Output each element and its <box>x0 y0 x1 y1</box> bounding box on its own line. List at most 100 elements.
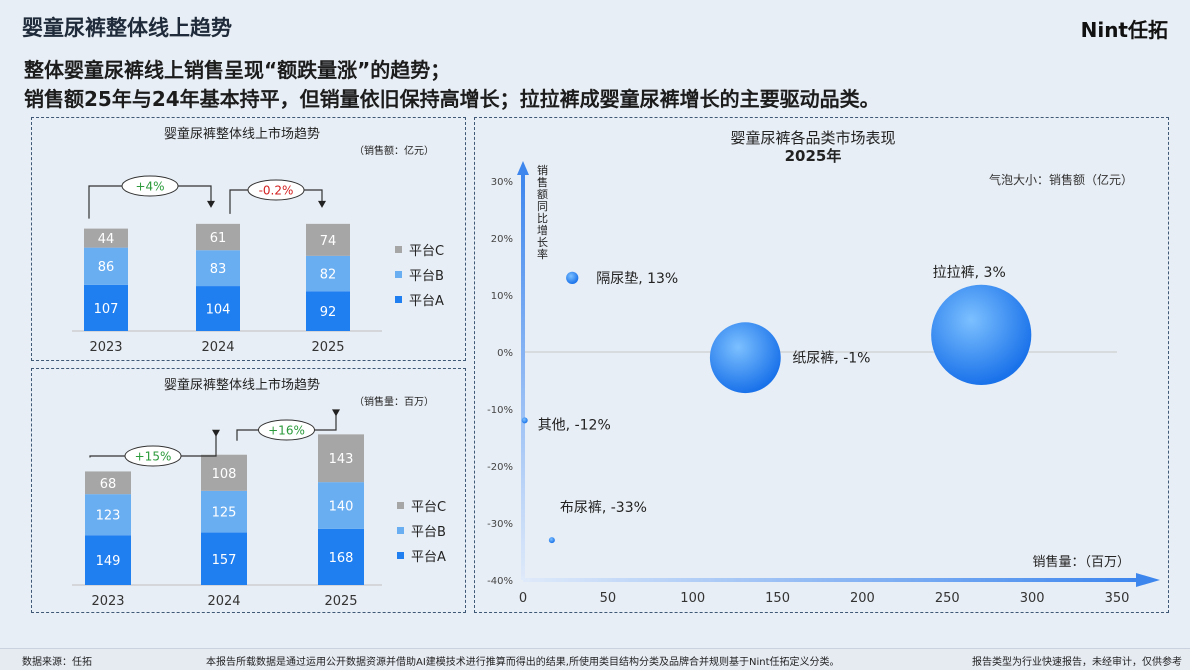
x-axis-line <box>523 578 1136 582</box>
bubble-label-3: 其他, -12% <box>538 417 611 433</box>
footer-note: 报告类型为行业快速报告，未经审计，仅供参考 <box>972 657 1182 668</box>
legend-swatch-平台C <box>395 246 402 253</box>
category-bubble-panel: 婴童尿裤各品类市场表现 2025年气泡大小：销售额（亿元） 30% 20% 10% 0% -… <box>474 117 1169 613</box>
growth-bubble-1 <box>247 179 305 201</box>
bar-segment-平台B-2025 <box>306 255 350 292</box>
legend-swatch-平台B <box>395 271 402 278</box>
bubble-size-note: 气泡大小：销售额（亿元） <box>989 172 1133 187</box>
data-label-平台A-2024: 157 <box>212 553 237 568</box>
x-tick-2023: 2023 <box>89 340 122 355</box>
legend-swatch-平台B <box>397 527 404 534</box>
y-axis-label: 销售额同比增长率 <box>537 163 548 261</box>
growth-bubble-0 <box>121 175 179 197</box>
growth-label-0: +15% <box>135 450 172 464</box>
data-label-平台C-2025: 143 <box>329 452 354 467</box>
x-tick-0: 0 <box>519 591 527 606</box>
brand-logo: Nint任拓 <box>1080 18 1168 42</box>
y-axis-arrow <box>517 161 529 175</box>
data-label-平台C-2024: 108 <box>212 467 237 482</box>
data-label-平台A-2025: 92 <box>320 305 337 320</box>
legend-label-平台B: 平台B <box>409 269 444 284</box>
sales-value-panel: 婴童尿裤整体线上市场趋势 （销售额：亿元） 107 86 44 2023 104 83 61 20… <box>31 117 466 361</box>
legend-swatch-平台A <box>397 552 404 559</box>
sales-volume-panel: 婴童尿裤整体线上市场趋势 （销售量：百万） 149 123 68 2023 157 125 10… <box>31 368 466 613</box>
x-tick-350: 350 <box>1105 591 1130 606</box>
x-tick-50: 50 <box>600 591 617 606</box>
legend-label-平台C: 平台C <box>411 500 446 515</box>
growth-bubble-1 <box>258 419 315 441</box>
bar-segment-平台A-2025 <box>318 528 364 585</box>
bubble-1 <box>709 322 781 394</box>
footer: 数据来源：任拓 本报告所载数据是通过运用公开数据资源并借助AI建模技术进行推算而… <box>0 648 1190 670</box>
bubble-label-0: 隔尿垫, 13% <box>596 271 678 287</box>
y-axis-line <box>521 173 525 580</box>
bubble-4 <box>548 537 555 544</box>
growth-label-1: +16% <box>268 424 305 438</box>
bubble-label-1: 纸尿裤, -1% <box>792 351 870 367</box>
chart-unit: （销售量：百万） <box>354 395 434 408</box>
bar-segment-平台C-2025 <box>306 223 350 256</box>
bar-segment-平台B-2024 <box>201 490 247 533</box>
x-tick-200: 200 <box>850 591 875 606</box>
y-tick--20%: -20% <box>487 462 513 473</box>
headline-line-1: 整体婴童尿裤线上销售呈现“额跌量涨”的趋势； <box>24 58 451 82</box>
bar-segment-平台C-2023 <box>84 228 128 248</box>
legend-label-平台A: 平台A <box>411 550 446 565</box>
legend-label-平台B: 平台B <box>411 525 446 540</box>
y-tick-20%: 20% <box>491 234 513 245</box>
growth-bubble-0 <box>124 445 182 467</box>
bar-segment-平台B-2023 <box>85 494 131 536</box>
bar-segment-平台A-2024 <box>196 286 240 331</box>
x-tick-250: 250 <box>935 591 960 606</box>
growth-arrow-1 <box>318 200 326 208</box>
bar-segment-平台C-2025 <box>318 434 364 483</box>
y-tick-10%: 10% <box>491 291 513 302</box>
data-label-平台B-2025: 140 <box>329 500 354 515</box>
chart-title: 婴童尿裤各品类市场表现 <box>730 129 895 147</box>
data-label-平台C-2023: 68 <box>100 477 117 492</box>
bubble-3 <box>521 417 528 424</box>
bubble-label-4: 布尿裤, -33% <box>560 500 647 516</box>
chart-title: 婴童尿裤整体线上市场趋势 <box>164 126 320 142</box>
data-label-平台A-2023: 107 <box>94 302 119 317</box>
footer-source: 数据来源：任拓 <box>22 657 92 668</box>
data-label-平台C-2023: 44 <box>98 232 115 247</box>
x-tick-300: 300 <box>1020 591 1045 606</box>
growth-arrow-0 <box>212 429 220 437</box>
bubble-2 <box>931 284 1032 385</box>
growth-label-1: -0.2% <box>259 184 294 198</box>
bar-segment-平台C-2023 <box>85 471 131 495</box>
chart-subtitle: 2025年 <box>785 147 842 165</box>
x-tick-2024: 2024 <box>207 594 240 609</box>
data-label-平台C-2024: 61 <box>210 231 227 246</box>
page-title: 婴童尿裤整体线上趋势 <box>22 16 232 40</box>
sales-value-chart: 婴童尿裤整体线上市场趋势 （销售额：亿元） 107 86 44 2023 104 83 61 20… <box>72 126 444 355</box>
headline-line-2: 销售额25年与24年基本持平，但销量依旧保持高增长；拉拉裤成婴童尿裤增长的主要驱… <box>24 87 880 111</box>
legend-label-平台C: 平台C <box>409 244 444 259</box>
growth-arrow-1 <box>332 409 340 417</box>
x-tick-2024: 2024 <box>201 340 234 355</box>
sales-volume-chart: 婴童尿裤整体线上市场趋势 （销售量：百万） 149 123 68 2023 157 125 10… <box>72 377 446 609</box>
bar-segment-平台A-2024 <box>201 532 247 585</box>
growth-label-0: +4% <box>135 180 164 194</box>
x-axis-label: 销售量：（百万） <box>1032 554 1130 570</box>
x-tick-100: 100 <box>680 591 705 606</box>
y-tick-0%: 0% <box>497 348 513 359</box>
bar-segment-平台B-2023 <box>84 247 128 285</box>
data-label-平台B-2023: 86 <box>98 260 115 275</box>
x-tick-2025: 2025 <box>311 340 344 355</box>
bar-segment-平台C-2024 <box>201 454 247 491</box>
bar-segment-平台B-2024 <box>196 250 240 287</box>
bubble-label-2: 拉拉裤, 3% <box>933 265 1006 281</box>
data-label-平台B-2024: 125 <box>212 506 237 521</box>
bar-segment-平台A-2023 <box>85 535 131 585</box>
chart-title: 婴童尿裤整体线上市场趋势 <box>164 377 320 393</box>
legend-swatch-平台A <box>395 296 402 303</box>
data-label-平台C-2025: 74 <box>320 234 337 249</box>
x-tick-150: 150 <box>765 591 790 606</box>
y-tick--40%: -40% <box>487 576 513 587</box>
bar-segment-平台A-2025 <box>306 291 350 331</box>
x-tick-2025: 2025 <box>324 594 357 609</box>
y-tick-30%: 30% <box>491 177 513 188</box>
growth-arrow-0 <box>207 200 215 208</box>
